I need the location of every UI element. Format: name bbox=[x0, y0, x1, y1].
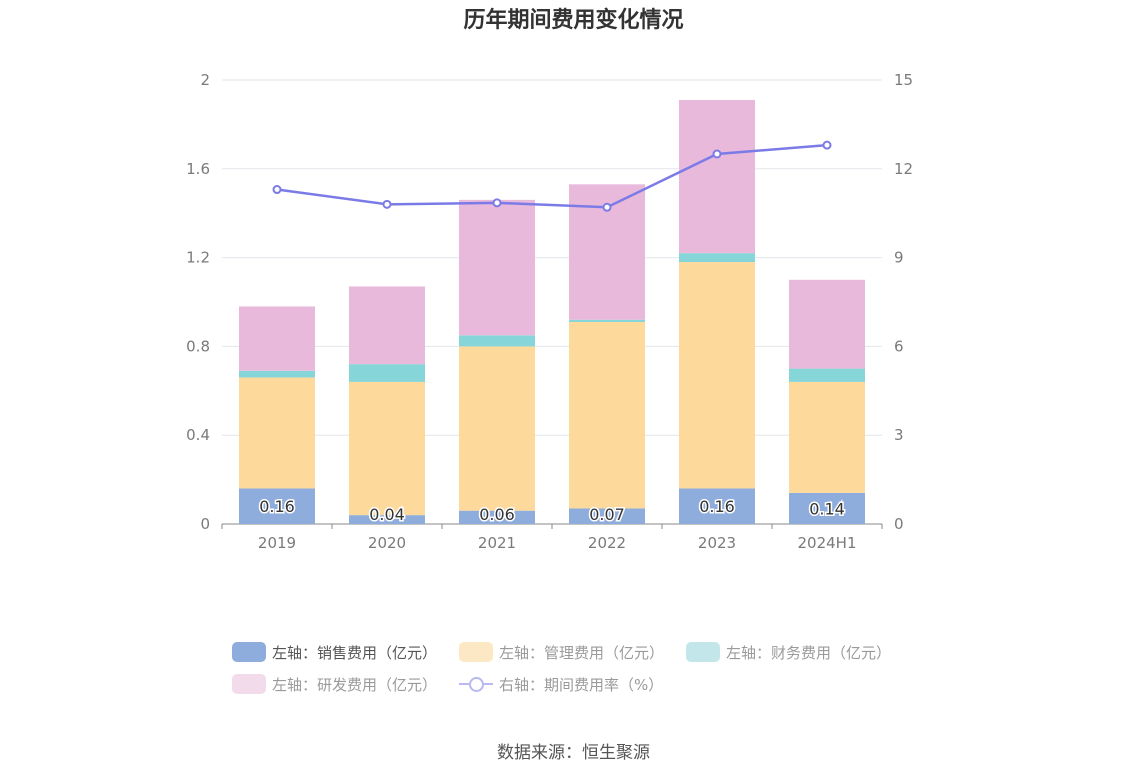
chart-area: 0 0 0.4 3 0.8 6 1.2 9 1.6 12 2 15 2019 0.16 2020 0.04 20… bbox=[186, 71, 913, 552]
y-right-tick-label: 12 bbox=[894, 160, 913, 178]
bar-segment bbox=[679, 262, 755, 489]
bar-segment bbox=[459, 199, 535, 336]
expense-rate-point bbox=[602, 202, 612, 212]
legend-item-rd[interactable]: 左轴：研发费用（亿元） bbox=[232, 674, 437, 695]
y-left-tick-label: 1.2 bbox=[186, 249, 210, 267]
bar-segment bbox=[679, 488, 755, 524]
bar-segment bbox=[569, 508, 645, 524]
bar-segment bbox=[459, 510, 535, 524]
bar-segment bbox=[569, 319, 645, 322]
x-tick-label: 2023 bbox=[698, 534, 736, 552]
expense-rate-point bbox=[382, 199, 392, 209]
bar-segment bbox=[459, 335, 535, 347]
bar-data-label: 0.14 bbox=[809, 499, 845, 518]
x-tick-label: 2021 bbox=[478, 534, 516, 552]
bar-data-label: 0.06 bbox=[479, 505, 515, 524]
legend: 左轴：销售费用（亿元） 左轴：管理费用（亿元） 左轴：财务费用（亿元） 左轴：研… bbox=[232, 636, 952, 700]
bar-data-label: 0.16 bbox=[259, 497, 295, 516]
bar-segment bbox=[789, 381, 865, 493]
y-left-tick-label: 2 bbox=[200, 71, 210, 89]
legend-label-rd: 左轴：研发费用（亿元） bbox=[272, 675, 438, 694]
expense-rate-point bbox=[822, 140, 832, 150]
y-left-tick-label: 1.6 bbox=[186, 160, 210, 178]
legend-row-1: 左轴：销售费用（亿元） 左轴：管理费用（亿元） 左轴：财务费用（亿元） bbox=[232, 636, 952, 668]
y-right-tick-label: 3 bbox=[894, 426, 904, 444]
data-source: 数据来源：恒生聚源 bbox=[497, 743, 650, 763]
chart-title: 历年期间费用变化情况 bbox=[463, 8, 684, 33]
expense-rate-point bbox=[712, 149, 722, 159]
bar-segment bbox=[349, 364, 425, 382]
bar-segment bbox=[349, 381, 425, 516]
y-right-tick-label: 9 bbox=[894, 249, 904, 267]
y-right-tick-label: 6 bbox=[894, 337, 904, 355]
bar-segment bbox=[239, 370, 315, 378]
expense-rate-line bbox=[276, 143, 828, 209]
legend-label-sales: 左轴：销售费用（亿元） bbox=[272, 643, 438, 662]
bar-data-label: 0.04 bbox=[369, 505, 405, 524]
bar-segment bbox=[789, 492, 865, 524]
bar-segment bbox=[349, 515, 425, 524]
legend-swatch-sales bbox=[232, 642, 266, 662]
expense-rate-point bbox=[492, 198, 502, 208]
x-tick-label: 2020 bbox=[368, 534, 406, 552]
bar-data-label: 0.07 bbox=[589, 505, 625, 524]
y-left-tick-label: 0 bbox=[200, 515, 210, 533]
bar-segment bbox=[239, 377, 315, 489]
legend-label-finance: 左轴：财务费用（亿元） bbox=[726, 643, 892, 662]
y-left-tick-label: 0.8 bbox=[186, 337, 210, 355]
y-right-tick-label: 15 bbox=[894, 71, 913, 89]
legend-swatch-admin bbox=[459, 642, 494, 662]
expense-rate-point bbox=[272, 185, 282, 195]
legend-item-sales[interactable]: 左轴：销售费用（亿元） bbox=[232, 642, 437, 663]
bar-segment bbox=[349, 286, 425, 365]
legend-label-expense-rate: 右轴：期间费用率（%） bbox=[499, 675, 664, 694]
bar-segment bbox=[569, 321, 645, 509]
bar-segment bbox=[789, 368, 865, 382]
bar-segment bbox=[239, 488, 315, 524]
legend-label-admin: 左轴：管理费用（亿元） bbox=[499, 643, 665, 662]
bar-segment bbox=[459, 346, 535, 511]
legend-item-expense-rate[interactable]: 右轴：期间费用率（%） bbox=[459, 674, 663, 695]
legend-swatch-finance bbox=[686, 642, 721, 662]
bar-segment bbox=[679, 99, 755, 254]
legend-item-finance[interactable]: 左轴：财务费用（亿元） bbox=[686, 642, 891, 663]
legend-swatch-rd bbox=[232, 674, 266, 694]
legend-row-2: 左轴：研发费用（亿元） 右轴：期间费用率（%） bbox=[232, 668, 952, 700]
y-left-tick-label: 0.4 bbox=[186, 426, 210, 444]
legend-item-admin[interactable]: 左轴：管理费用（亿元） bbox=[459, 642, 664, 663]
y-right-tick-label: 0 bbox=[894, 515, 904, 533]
x-tick-label: 2019 bbox=[258, 534, 296, 552]
bar-segment bbox=[789, 279, 865, 369]
bar-segment bbox=[239, 306, 315, 371]
bar-data-label: 0.16 bbox=[699, 497, 735, 516]
x-tick-label: 2022 bbox=[588, 534, 626, 552]
bar-segment bbox=[679, 253, 755, 263]
x-tick-label: 2024H1 bbox=[798, 534, 857, 552]
legend-line-icon bbox=[459, 674, 494, 694]
